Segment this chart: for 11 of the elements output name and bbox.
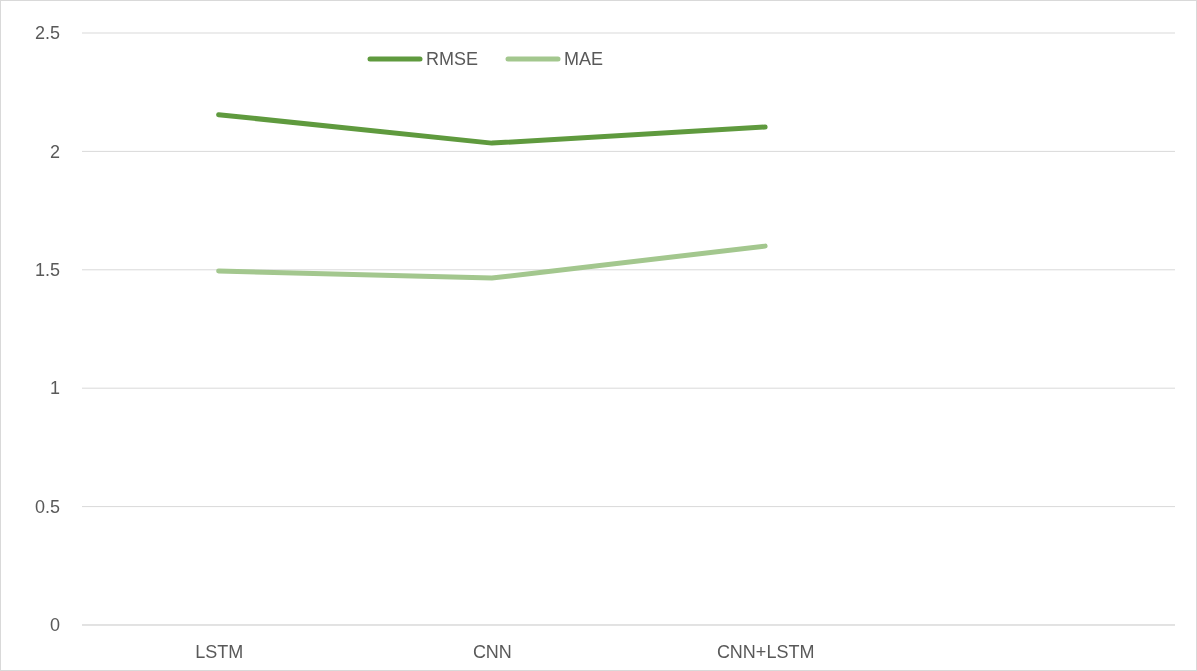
x-tick-label: CNN+LSTM (716, 641, 815, 662)
y-tick-label: 2.5 (34, 23, 60, 44)
y-tick-label: 0.5 (34, 496, 60, 517)
y-tick-label: 1 (49, 378, 60, 399)
x-tick-label: CNN (472, 641, 512, 662)
y-tick-label: 2 (49, 141, 60, 162)
x-tick-label: LSTM (195, 641, 244, 662)
y-tick-label: 0 (49, 615, 60, 636)
y-tick-label: 1.5 (34, 260, 60, 281)
legend-label: RMSE (426, 49, 479, 69)
legend-label: MAE (564, 49, 604, 69)
